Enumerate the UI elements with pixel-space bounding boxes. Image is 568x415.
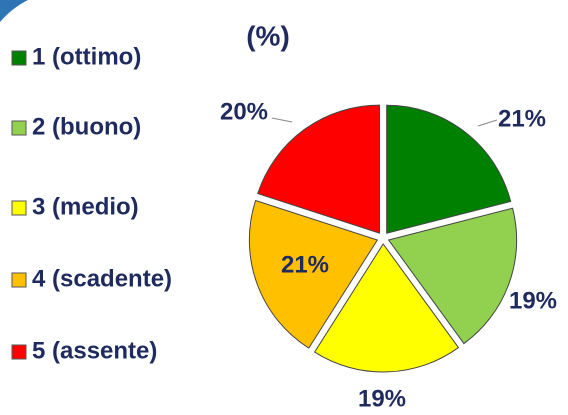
- legend-swatch: [11, 200, 27, 216]
- legend-label: 2 (buono): [32, 113, 141, 140]
- legend-label: 3 (medio): [32, 193, 139, 220]
- pie-slice: [387, 207, 518, 345]
- legend-label: 4 (scadente): [32, 265, 172, 292]
- pie-slice: [248, 199, 379, 349]
- data-label: 21%: [281, 251, 329, 278]
- leader-line: [271, 117, 293, 123]
- pie-slice: [313, 243, 460, 373]
- pie-slice: [386, 104, 512, 234]
- data-label: 19%: [358, 385, 406, 412]
- leader-line: [477, 119, 498, 127]
- pie-slice: [257, 104, 380, 234]
- legend-swatch: [11, 50, 27, 66]
- data-label: 21%: [498, 105, 546, 132]
- legend-swatch: [11, 120, 27, 136]
- data-label: 19%: [509, 287, 557, 314]
- legend-swatch: [11, 344, 27, 360]
- legend-label: 5 (assente): [32, 337, 157, 364]
- legend-label: 1 (ottimo): [32, 43, 141, 70]
- corner-decoration: [0, 0, 28, 22]
- chart-title: (%): [246, 20, 290, 51]
- legend-swatch: [11, 272, 27, 288]
- data-label: 20%: [220, 98, 268, 125]
